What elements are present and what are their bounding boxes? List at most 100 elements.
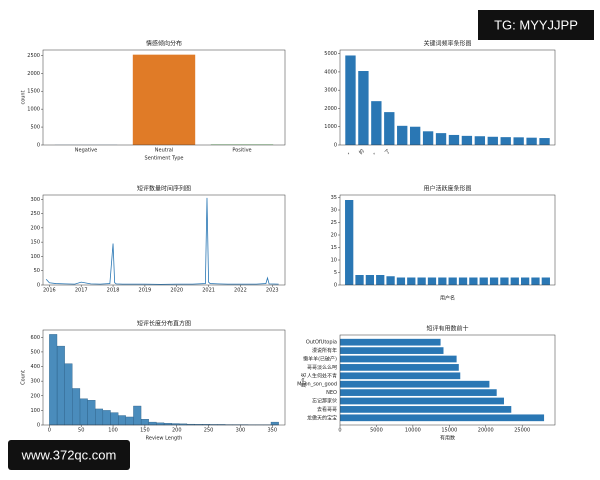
x-tick-label: 2022 [234,288,247,294]
x-tick-label: 350 [267,428,277,434]
y-tick-label: 3000 [324,88,337,94]
y-tick-label: 忘记那家伙 [312,398,337,405]
y-tick-label: 35 [331,195,337,201]
x-tick-label: 20000 [478,428,494,434]
histogram-bar [95,408,104,426]
y-tick-label: 5000 [324,51,337,57]
x-tick-label: 0 [48,428,51,434]
bar [386,276,395,285]
x-tick-label: 2021 [202,288,215,294]
bar [435,133,447,145]
y-tick-label: 300 [30,379,40,385]
y-tick-label: 1500 [27,89,40,95]
y-tick-label: 50 [34,268,40,274]
y-tick-label: 30 [331,208,337,214]
y-tick-label: 2000 [324,106,337,112]
histogram-bar [64,363,73,426]
plot-frame [42,329,286,426]
x-tick-label: 150 [140,428,150,434]
x-tick-label: 10000 [405,428,421,434]
x-tick-label: ， [345,148,353,156]
histogram-bar [72,388,81,426]
bar [340,338,441,346]
bar [479,277,488,285]
bar [417,277,426,285]
y-tick-label: 0 [334,143,337,149]
bar [345,200,354,285]
histogram-bar [56,345,65,426]
y-tick-label: 400 [30,364,40,370]
y-tick-label: 去看哥哥 [317,406,337,413]
chart-title: 用户活跃度条形图 [423,185,471,193]
x-tick-label: 0 [338,428,341,434]
plot-frame [339,334,556,426]
bar [340,372,461,380]
bar [340,347,444,354]
y-tick-label: 500 [30,349,40,355]
bar [376,275,385,285]
x-tick-label: 15000 [441,428,457,434]
bar [340,380,490,388]
watermark-box [8,440,130,470]
y-tick-label: 100 [30,254,40,260]
y-tick-label: 5 [334,270,337,276]
y-tick-label: Moon_son_good [297,382,337,388]
x-tick-label: Negative [75,148,97,154]
x-tick-label: 250 [204,428,214,434]
x-tick-label: 50 [78,428,84,434]
histogram-bar [133,405,142,426]
y-tick-label: 10 [331,258,337,264]
y-tick-label: 15 [331,245,337,251]
bar [526,137,537,145]
x-tick-label: 。 [371,148,379,156]
x-tick-label: 100 [108,428,118,434]
bar [365,275,375,285]
bar [409,126,421,145]
x-tick-label: Positive [232,148,251,154]
bar [340,406,512,413]
y-tick-label: 懒羊羊(已破产) [303,356,337,363]
plot-frame [42,49,286,146]
y-tick-label: 哥哥淡么么呵 [307,365,337,371]
x-tick-label: 5000 [370,428,383,434]
chart-title: 短评长度分布直方图 [137,320,191,328]
bar [422,131,434,145]
y-tick-label: 0 [37,423,40,429]
bar [371,101,382,145]
x-tick-label: 2017 [75,288,88,294]
bar [427,277,437,285]
y-tick-label: 200 [30,225,40,231]
histogram-bar [156,422,165,426]
x-tick-label: 2023 [266,288,279,294]
watermark: www.372qc.com [21,447,117,462]
plot-frame [42,194,286,286]
bar [340,414,545,422]
y-tick-label: 0 [334,283,337,289]
bar [487,136,498,145]
y-tick-label: 600 [30,335,40,341]
bar [531,277,540,285]
y-tick-label: 2000 [27,71,40,77]
bar [510,277,519,285]
watermark-box [478,10,594,40]
bar [469,277,478,285]
y-tick-label: 150 [30,240,40,246]
histogram-bar [163,423,172,426]
bar [474,136,486,145]
y-tick-label: 500 [30,125,40,131]
histogram-bar [117,415,126,426]
y-tick-label: 4000 [324,69,337,75]
histogram-bar [79,398,88,426]
y-axis-label: 用户名 [301,372,308,387]
x-axis-label: 有用数 [440,435,455,442]
bar [448,277,457,285]
y-tick-label: 龙傲天的宝宝 [307,414,337,421]
histogram-bar [87,400,96,426]
histogram-bar [148,421,157,426]
bar [500,137,511,145]
bar [340,397,504,405]
bar [132,54,196,145]
y-tick-label: 20 [331,233,337,239]
histogram-bar [270,421,279,426]
x-tick-label: 2020 [170,288,183,294]
